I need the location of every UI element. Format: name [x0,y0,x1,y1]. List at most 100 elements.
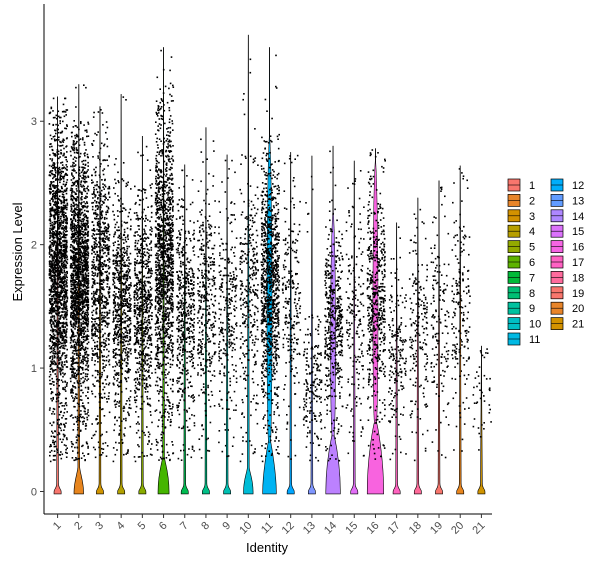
violin-group-12 [281,152,302,495]
x-tick-label-1: 1 [51,520,64,533]
legend-label-1: 1 [529,180,535,192]
x-tick-label-2: 2 [72,520,85,533]
legend-label-5: 5 [529,242,535,254]
violin-group-18 [408,197,429,495]
legend-item-6: 6 [507,255,535,269]
points-5 [133,145,153,463]
violin-body-7 [180,164,189,495]
legend-item-3: 3 [507,209,535,223]
legend-item-11: 11 [507,332,540,346]
legend-label-11: 11 [529,334,540,346]
x-tick-label-21: 21 [470,520,487,537]
violin-group-7 [175,164,196,495]
legend-label-17: 17 [572,257,584,269]
x-tick-label-13: 13 [301,520,318,537]
y-tick-label-1: 1 [31,363,37,375]
violin-group-13 [302,155,323,495]
violin-body-20 [456,165,465,495]
legend-item-8: 8 [507,286,535,300]
violin-group-20 [451,165,471,495]
points-2 [69,84,90,462]
legend-item-9: 9 [507,301,535,315]
violin-group-4 [112,94,132,495]
violin-group-8 [196,127,217,495]
x-tick-label-4: 4 [114,520,127,533]
legend-item-4: 4 [507,224,535,238]
legend-item-17: 17 [550,255,584,269]
violin-group-9 [218,154,238,495]
violin-group-10 [239,34,259,495]
legend-item-7: 7 [507,271,535,284]
legend-label-3: 3 [529,211,535,223]
legend-item-19: 19 [550,286,584,300]
legend-item-2: 2 [507,194,535,207]
legend-label-12: 12 [572,180,584,192]
violin-body-18 [413,197,422,495]
points-1 [48,97,69,463]
points-20 [451,168,471,452]
legend-item-5: 5 [507,240,535,254]
violin-group-2 [69,84,90,495]
x-tick-label-14: 14 [322,520,339,537]
x-tick-label-8: 8 [199,520,212,533]
points-15 [345,170,365,457]
x-axis-title: Identity [246,540,288,555]
x-tick-label-18: 18 [407,520,424,537]
legend-label-6: 6 [529,257,535,269]
points-16 [366,149,387,460]
legend-item-15: 15 [550,224,584,238]
legend-item-1: 1 [507,178,535,192]
legend-item-20: 20 [550,301,584,315]
x-tick-label-9: 9 [220,520,233,533]
x-tick-label-16: 16 [364,520,381,537]
x-tick-label-10: 10 [237,520,254,537]
violin-body-8 [202,127,210,495]
legend-item-16: 16 [550,240,584,254]
points-10 [239,58,259,463]
points-3 [91,109,111,459]
violin-body-13 [308,155,316,495]
legend-label-19: 19 [572,288,584,300]
legend-label-13: 13 [572,195,584,207]
legend-label-8: 8 [529,288,535,300]
points-8 [196,138,217,459]
legend-item-13: 13 [550,194,584,207]
violin-body-12 [286,152,295,495]
plot-area [48,34,492,495]
legend-label-2: 2 [529,195,535,207]
points-12 [281,154,302,460]
violin-group-15 [345,160,365,495]
points-6 [154,49,175,462]
violin-group-6 [154,47,175,495]
x-tick-label-12: 12 [280,520,297,537]
legend-label-10: 10 [529,319,541,331]
violin-body-9 [223,154,231,495]
x-tick-label-6: 6 [157,520,170,533]
violin-body-19 [435,180,443,495]
violin-group-19 [430,180,450,495]
x-tick-label-17: 17 [386,520,403,537]
x-tick-label-20: 20 [449,520,466,537]
legend-label-21: 21 [572,319,584,331]
points-21 [472,348,492,451]
legend-label-14: 14 [572,211,584,223]
violin-group-1 [48,96,69,495]
legend-item-12: 12 [550,178,584,192]
points-18 [408,208,429,462]
violin-group-21 [472,345,492,495]
violin-group-3 [91,106,111,495]
points-11 [260,54,281,463]
legend-label-9: 9 [529,303,535,315]
points-17 [388,226,407,461]
violin-tail-14 [330,207,336,437]
legend-label-18: 18 [572,272,584,284]
legend-label-16: 16 [572,242,584,254]
x-tick-label-5: 5 [136,520,149,533]
legend-label-15: 15 [572,226,584,238]
y-tick-label-3: 3 [31,116,37,128]
violin-body-10 [243,34,254,495]
points-14 [324,150,344,462]
legend-item-18: 18 [550,271,584,284]
y-tick-label-2: 2 [31,240,37,252]
